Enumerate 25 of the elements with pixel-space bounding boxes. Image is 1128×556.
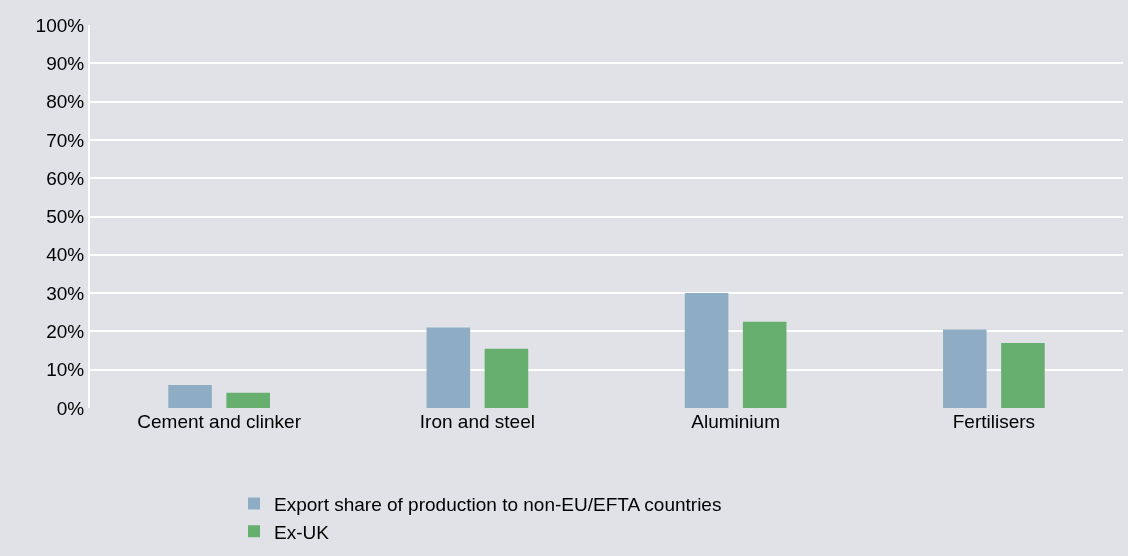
y-tick-label: 50% <box>46 206 85 228</box>
x-tick-label: Iron and steel <box>419 411 535 432</box>
y-tick-label: 90% <box>46 52 85 74</box>
y-tick-label: 40% <box>46 244 85 266</box>
bar <box>943 329 987 408</box>
bar <box>168 385 212 408</box>
bar <box>742 321 787 408</box>
y-tick-label: 0% <box>56 397 85 419</box>
y-tick-label: 10% <box>46 359 85 381</box>
y-tick-label: 100% <box>35 14 85 36</box>
bar <box>684 293 729 408</box>
legend-label: Ex-UK <box>274 521 330 543</box>
bar <box>426 327 471 408</box>
bar <box>226 392 270 408</box>
x-tick-label: Aluminium <box>691 411 780 432</box>
bar <box>1001 342 1045 408</box>
y-tick-label: 70% <box>46 129 85 151</box>
legend-label: Export share of production to non-EU/EFTA countries <box>274 493 722 515</box>
y-tick-label: 60% <box>46 167 85 189</box>
y-tick-label: 20% <box>46 321 85 343</box>
x-tick-label: Fertilisers <box>952 411 1036 432</box>
bar <box>484 348 529 408</box>
x-tick-label: Cement and clinker <box>137 411 302 432</box>
y-tick-label: 30% <box>46 282 85 304</box>
y-tick-label: 80% <box>46 91 85 113</box>
